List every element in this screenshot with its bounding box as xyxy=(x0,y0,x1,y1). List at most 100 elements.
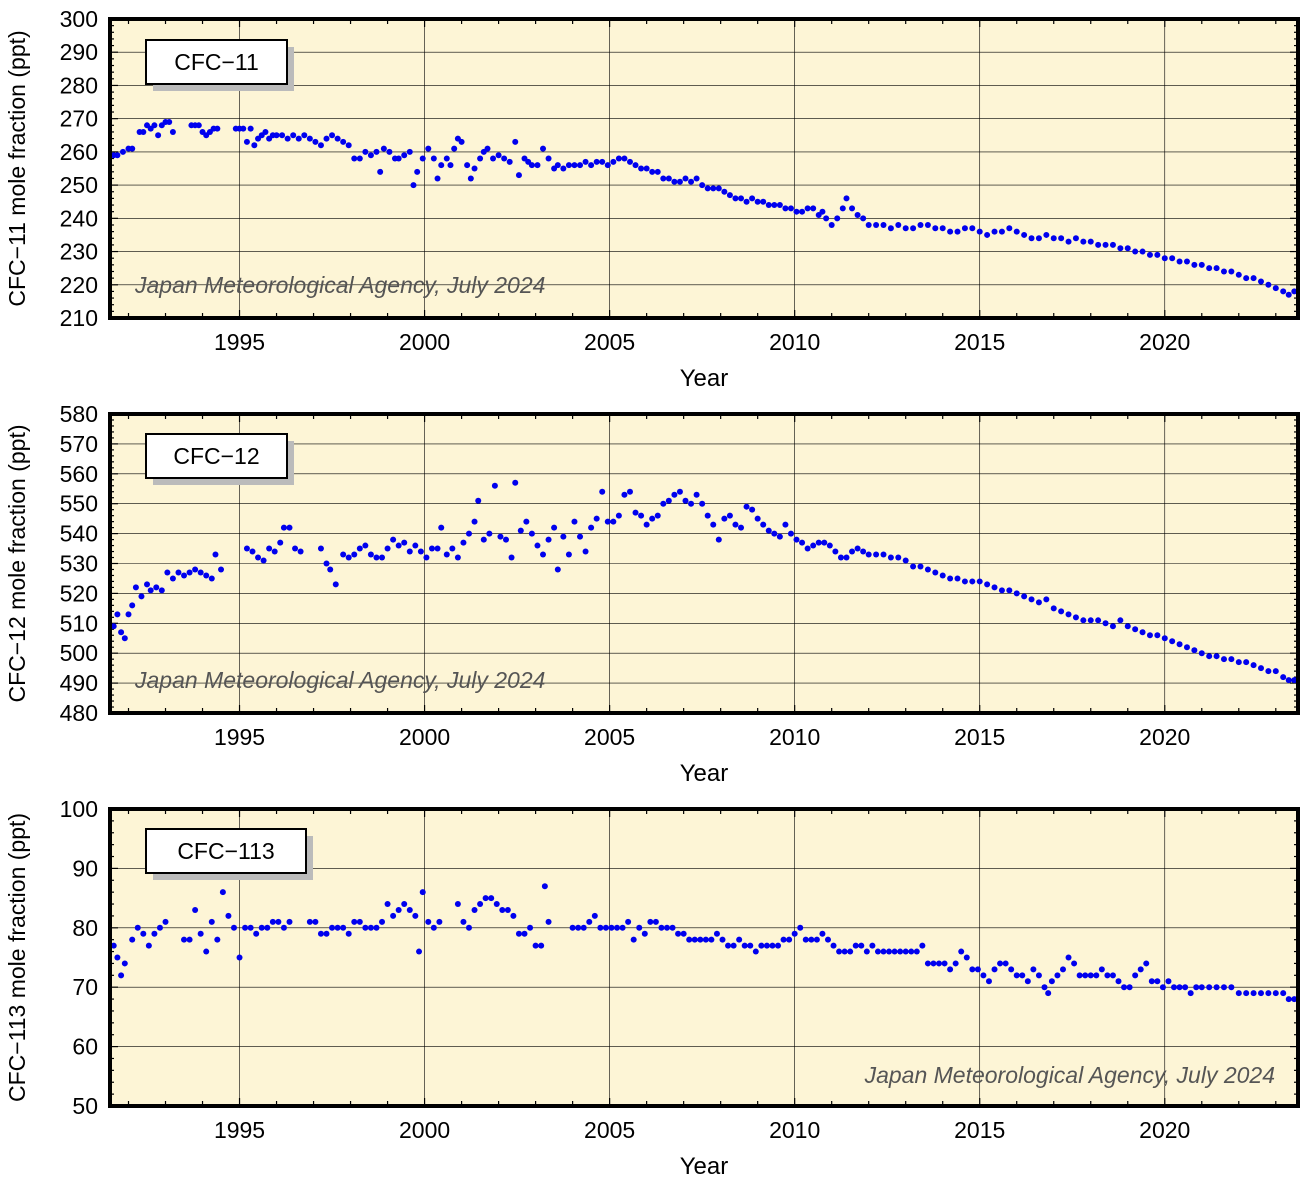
data-point xyxy=(991,584,998,591)
y-tick-label: 220 xyxy=(60,272,98,298)
data-point xyxy=(384,901,391,908)
data-point xyxy=(736,936,743,943)
data-point xyxy=(895,554,902,561)
data-point xyxy=(1087,972,1094,979)
data-point xyxy=(858,942,865,949)
data-point xyxy=(329,924,336,931)
data-point xyxy=(395,542,402,549)
data-point xyxy=(1028,235,1035,242)
data-point xyxy=(373,554,380,561)
data-point xyxy=(1257,990,1264,997)
y-tick-label: 250 xyxy=(60,172,98,198)
data-point xyxy=(1050,235,1057,242)
data-point xyxy=(1183,258,1190,265)
data-point xyxy=(430,155,437,162)
data-point xyxy=(1013,228,1020,235)
data-point xyxy=(954,575,961,582)
data-point xyxy=(1006,587,1013,594)
data-point xyxy=(654,168,661,175)
data-point xyxy=(460,539,467,546)
data-point xyxy=(1132,248,1139,255)
data-point xyxy=(852,942,859,949)
data-point xyxy=(1019,972,1026,979)
data-point xyxy=(843,554,850,561)
data-point xyxy=(1043,596,1050,603)
data-point xyxy=(984,581,991,588)
data-point xyxy=(395,906,402,913)
data-point xyxy=(286,524,293,531)
data-point xyxy=(482,895,489,902)
y-tick-label: 540 xyxy=(60,521,98,547)
data-point xyxy=(545,536,552,543)
data-point xyxy=(1132,972,1139,979)
data-point xyxy=(1250,275,1257,282)
data-point xyxy=(919,942,926,949)
data-point xyxy=(952,960,959,967)
data-point xyxy=(534,542,541,549)
data-point xyxy=(1198,650,1205,657)
data-point xyxy=(490,155,497,162)
data-point xyxy=(1035,972,1042,979)
data-point xyxy=(208,918,215,925)
data-point xyxy=(292,545,299,552)
data-point xyxy=(1176,984,1183,991)
data-point xyxy=(1076,972,1083,979)
data-point xyxy=(874,948,881,955)
x-tick-label: 1995 xyxy=(214,329,265,355)
data-point xyxy=(1206,653,1213,660)
data-point xyxy=(280,924,287,931)
data-point xyxy=(863,948,870,955)
data-point xyxy=(582,548,589,555)
data-point xyxy=(1206,984,1213,991)
chart-panel-1: 210 220 230 240 250 260 270 280 290 300 1995 2000 20… xyxy=(4,6,1300,392)
data-point xyxy=(738,195,745,202)
data-point xyxy=(410,182,417,189)
data-point xyxy=(312,138,319,145)
data-point xyxy=(998,228,1005,235)
data-point xyxy=(1071,960,1078,967)
data-point xyxy=(1265,281,1272,288)
y-tick-label: 210 xyxy=(60,305,98,331)
data-point xyxy=(214,125,221,132)
data-point xyxy=(632,509,639,516)
data-point xyxy=(765,202,772,209)
data-point xyxy=(810,542,817,549)
data-point xyxy=(1072,235,1079,242)
data-point xyxy=(327,566,334,573)
data-point xyxy=(763,942,770,949)
data-point xyxy=(1285,291,1292,298)
data-point xyxy=(430,924,437,931)
data-point xyxy=(1080,238,1087,245)
plot-area xyxy=(110,19,1298,318)
data-point xyxy=(1183,644,1190,651)
data-point xyxy=(675,930,682,937)
data-point xyxy=(980,972,987,979)
data-point xyxy=(255,554,262,561)
data-point xyxy=(969,225,976,232)
data-point xyxy=(345,554,352,561)
data-point xyxy=(626,158,633,165)
data-point xyxy=(810,205,817,212)
data-point xyxy=(334,135,341,142)
data-point xyxy=(284,135,291,142)
data-point xyxy=(1109,972,1116,979)
data-point xyxy=(425,145,432,152)
data-point xyxy=(1169,638,1176,645)
data-point xyxy=(1176,641,1183,648)
data-point xyxy=(1220,656,1227,663)
data-point xyxy=(958,948,965,955)
data-point xyxy=(1126,984,1133,991)
data-point xyxy=(754,515,761,522)
data-point xyxy=(454,554,461,561)
data-point xyxy=(443,551,450,558)
data-point xyxy=(218,566,225,573)
data-point xyxy=(787,530,794,537)
data-point xyxy=(140,128,147,135)
data-point xyxy=(758,942,765,949)
data-point xyxy=(493,901,500,908)
data-point xyxy=(823,215,830,222)
data-point xyxy=(134,924,141,931)
data-point xyxy=(454,901,461,908)
data-point xyxy=(738,524,745,531)
data-point xyxy=(688,178,695,185)
